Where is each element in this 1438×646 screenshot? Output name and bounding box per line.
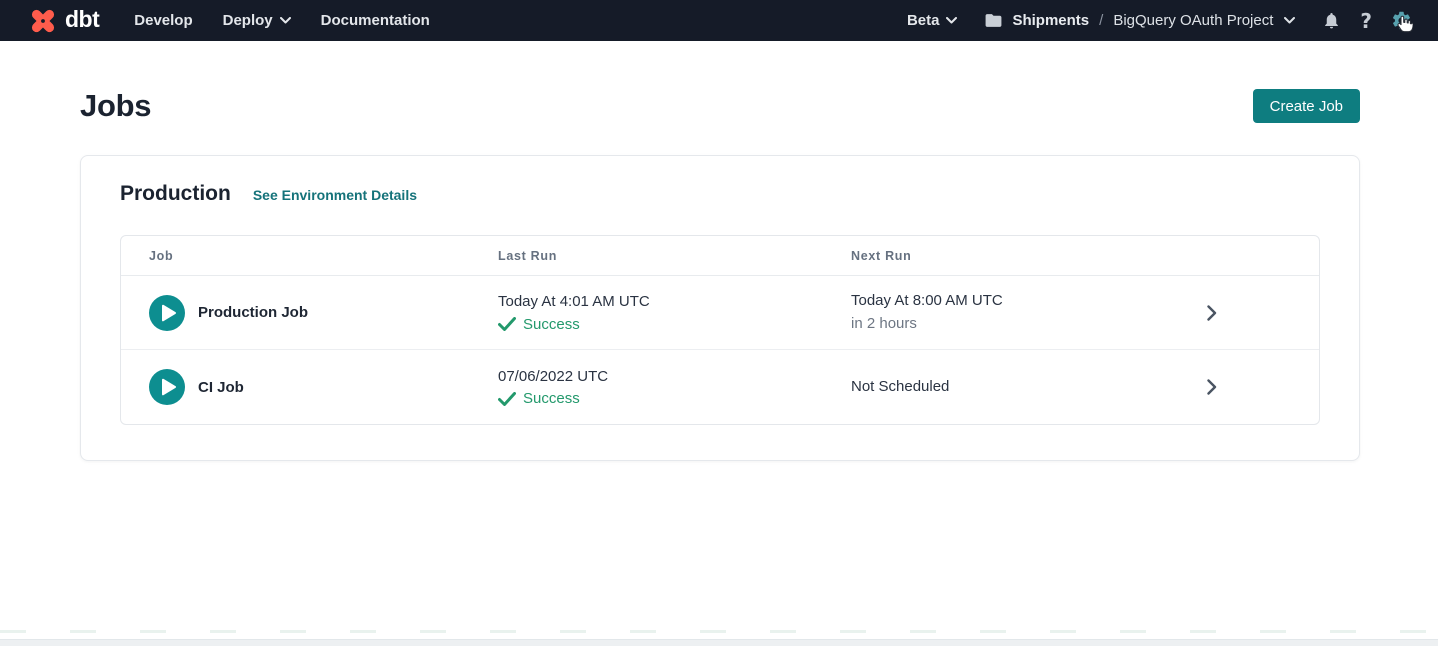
dbt-logo-icon: [28, 6, 58, 36]
account-name: Shipments: [1012, 12, 1090, 29]
nav-item-documentation[interactable]: Documentation: [320, 12, 430, 29]
run-job-button[interactable]: [149, 294, 185, 331]
column-header-last-run: Last Run: [498, 248, 558, 263]
project-name: BigQuery OAuth Project: [1113, 12, 1274, 29]
run-job-button[interactable]: [149, 369, 185, 405]
project-breadcrumb[interactable]: Shipments / BigQuery OAuth Project: [984, 11, 1296, 30]
play-icon: [149, 294, 185, 331]
gear-icon: [1391, 10, 1412, 31]
last-run-status: Success: [498, 316, 851, 333]
chevron-down-icon: [1284, 17, 1296, 24]
last-run-time: 07/06/2022 UTC: [498, 367, 609, 385]
bottom-scrollbar-track[interactable]: [0, 639, 1438, 646]
nav-utility-icons: ?: [1322, 10, 1412, 31]
settings-button[interactable]: [1391, 10, 1412, 31]
folder-icon: [984, 11, 1003, 30]
job-name: CI Job: [198, 378, 244, 396]
main-content: Jobs Create Job Production See Environme…: [0, 88, 1438, 461]
bottom-dashed-divider: [0, 630, 1438, 633]
create-job-button[interactable]: Create Job: [1252, 89, 1360, 123]
primary-nav-links: Develop Deploy Documentation: [134, 13, 430, 28]
play-icon: [149, 369, 185, 405]
next-run-time: Today At 8:00 AM UTC: [851, 292, 1003, 310]
column-header-job: Job: [149, 248, 174, 263]
environment-card: Production See Environment Details Job L…: [80, 155, 1360, 461]
check-icon: [498, 317, 516, 332]
status-text: Success: [523, 390, 580, 408]
column-header-next-run: Next Run: [851, 248, 912, 263]
check-icon: [498, 391, 516, 406]
top-nav: dbt Develop Deploy Documentation Beta: [0, 0, 1438, 41]
nav-item-deploy[interactable]: Deploy: [223, 13, 291, 28]
last-run-status: Success: [498, 390, 851, 407]
chevron-right-icon: [1207, 379, 1217, 395]
page-title: Jobs: [80, 88, 152, 123]
brand-name: dbt: [65, 5, 100, 32]
beta-dropdown[interactable]: Beta: [907, 13, 958, 28]
nav-item-develop[interactable]: Develop: [134, 12, 193, 29]
status-text: Success: [523, 315, 580, 333]
breadcrumb-separator: /: [1099, 12, 1104, 29]
job-row-production-job[interactable]: Production Job Today At 4:01 AM UTC Succ…: [121, 276, 1319, 350]
bell-icon: [1322, 11, 1341, 30]
next-run-relative: in 2 hours: [851, 314, 917, 332]
environment-name: Production: [120, 182, 231, 205]
notifications-button[interactable]: [1322, 11, 1341, 30]
job-row-ci-job[interactable]: CI Job 07/06/2022 UTC Success Not Schedu…: [121, 350, 1319, 424]
jobs-table-header: Job Last Run Next Run: [121, 236, 1319, 276]
chevron-right-icon: [1207, 304, 1217, 321]
help-button[interactable]: ?: [1360, 11, 1372, 31]
jobs-table: Job Last Run Next Run: [120, 235, 1320, 425]
next-run-time: Not Scheduled: [851, 377, 950, 395]
see-environment-details-link[interactable]: See Environment Details: [252, 187, 417, 203]
question-mark-icon: ?: [1360, 8, 1372, 33]
chevron-down-icon: [279, 17, 291, 24]
dbt-logo[interactable]: dbt: [28, 5, 100, 36]
job-name: Production Job: [198, 304, 308, 321]
chevron-down-icon: [946, 17, 958, 24]
last-run-time: Today At 4:01 AM UTC: [498, 293, 650, 311]
